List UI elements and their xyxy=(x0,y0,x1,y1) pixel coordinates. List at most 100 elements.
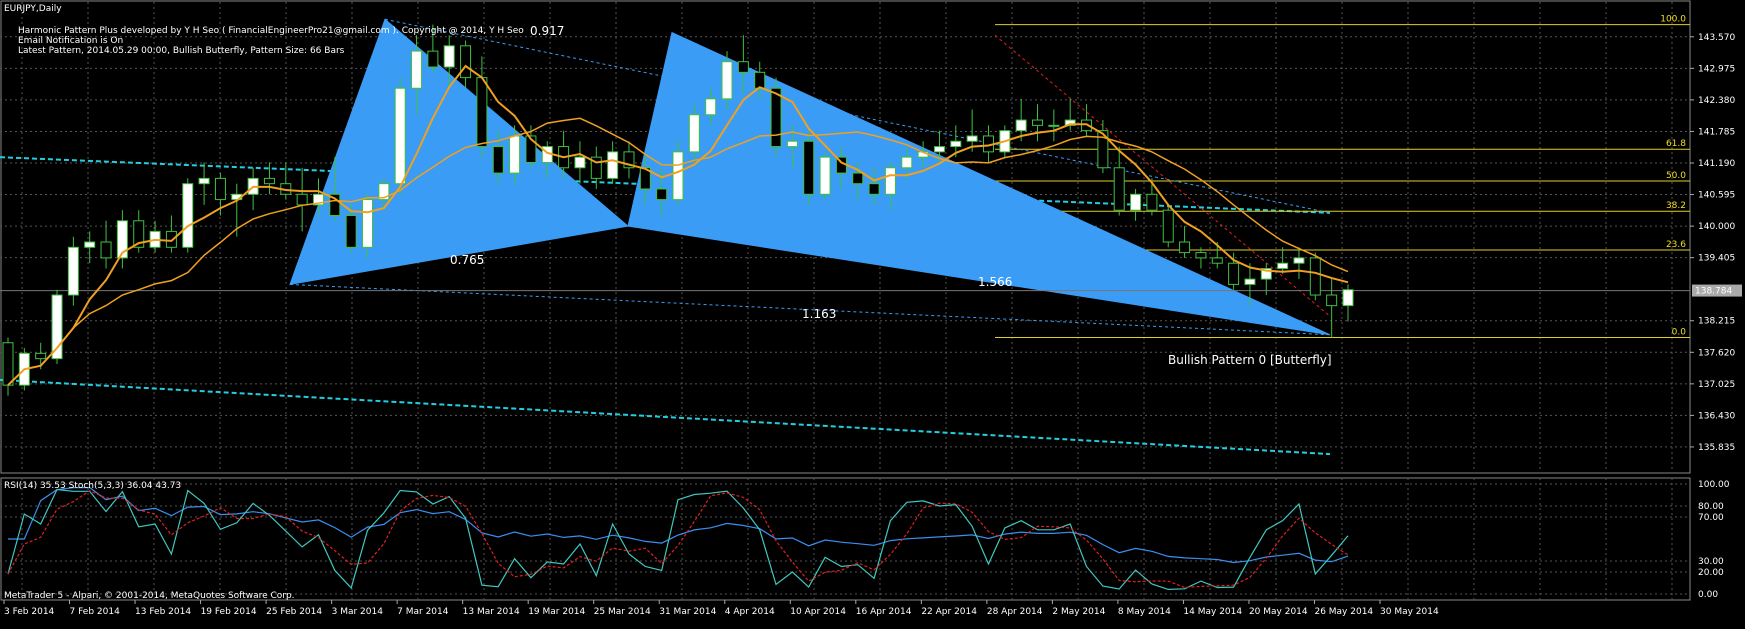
price-axis-label: 141.785 xyxy=(1698,127,1735,137)
candle-body xyxy=(133,220,145,248)
fib-level-label: 38.2 xyxy=(1666,201,1686,211)
stoch-main-line xyxy=(7,488,1349,591)
fib-level-label: 100.0 xyxy=(1660,15,1686,25)
candle-body xyxy=(263,177,275,185)
candle-body xyxy=(525,135,537,163)
candle-body xyxy=(362,199,374,248)
candle-body xyxy=(427,50,439,68)
candle-body xyxy=(51,294,63,360)
indicator-axis-label: 70.00 xyxy=(1698,513,1724,523)
fib-level-label: 23.6 xyxy=(1666,240,1686,250)
date-axis-label: 31 Mar 2014 xyxy=(659,607,716,617)
candle-body xyxy=(672,151,684,201)
candle-body xyxy=(1179,241,1191,254)
trend-line-red xyxy=(994,34,1331,317)
indicator-label: RSI(14) 35.53 Stoch(5,3,3) 36.04 43.73 xyxy=(4,481,181,491)
price-axis-label: 141.190 xyxy=(1698,159,1735,169)
date-axis-label: 3 Mar 2014 xyxy=(332,607,384,617)
price-axis-label: 143.570 xyxy=(1698,33,1735,43)
price-axis-label: 142.975 xyxy=(1698,64,1735,74)
candle-body xyxy=(1015,119,1027,132)
date-axis-label: 16 Apr 2014 xyxy=(856,607,912,617)
date-axis-label: 25 Mar 2014 xyxy=(594,607,651,617)
candle-body xyxy=(574,156,586,169)
candle-body xyxy=(1048,124,1060,127)
candle-body xyxy=(607,151,619,179)
candle-body xyxy=(214,177,226,201)
candle-body xyxy=(394,87,406,185)
candle-body xyxy=(312,193,324,206)
candle-body xyxy=(198,177,210,185)
candle-body xyxy=(476,77,488,148)
candle-body xyxy=(84,241,96,248)
candle-body xyxy=(1260,268,1272,280)
moving-average-slow xyxy=(7,117,1349,386)
info-line-1: Email Notification is On xyxy=(18,36,123,46)
date-axis-label: 2 May 2014 xyxy=(1052,607,1105,617)
indicator-axis-label: 100.00 xyxy=(1698,480,1730,490)
candle-body xyxy=(296,193,308,206)
symbol-title: EURJPY,Daily xyxy=(4,4,62,14)
rsi-line xyxy=(8,486,1349,564)
date-axis-label: 30 May 2014 xyxy=(1380,607,1439,617)
date-axis-label: 26 May 2014 xyxy=(1314,607,1373,617)
candle-body xyxy=(1326,294,1338,307)
candle-body xyxy=(1211,257,1223,264)
date-axis-label: 14 May 2014 xyxy=(1183,607,1242,617)
candle-body xyxy=(1195,252,1207,259)
candle-body xyxy=(933,146,945,153)
ratio-label-bd: 1.566 xyxy=(978,275,1012,289)
ratio-label-xb: 0.765 xyxy=(450,253,484,267)
price-axis-label: 142.380 xyxy=(1698,96,1735,106)
candle-body xyxy=(966,135,978,142)
info-line-2: Latest Pattern, 2014.05.29 00:00, Bullis… xyxy=(18,46,345,56)
candle-body xyxy=(786,140,798,148)
date-axis-label: 19 Mar 2014 xyxy=(528,607,585,617)
candle-body xyxy=(345,214,357,248)
indicator-axis-label: 20.00 xyxy=(1698,568,1724,578)
candle-body xyxy=(1130,193,1142,211)
candle-body xyxy=(721,61,733,100)
ratio-label-xd: 1.163 xyxy=(802,307,836,321)
candle-body xyxy=(411,50,423,89)
price-axis-label: 136.430 xyxy=(1698,411,1735,421)
candle-body xyxy=(443,45,455,68)
candle-body xyxy=(950,140,962,148)
candle-body xyxy=(492,146,504,174)
candle-body xyxy=(509,135,521,174)
main-panel-frame xyxy=(0,0,1691,474)
candle-body xyxy=(1244,278,1256,285)
date-axis-label: 7 Feb 2014 xyxy=(70,607,121,617)
price-axis-label: 140.000 xyxy=(1698,222,1735,232)
candle-body xyxy=(1097,130,1109,169)
candle-body xyxy=(329,193,341,216)
candle-body xyxy=(868,183,880,195)
candle-body xyxy=(67,246,79,296)
copyright-label: MetaTrader 5 - Alpari, © 2001-2014, Meta… xyxy=(4,591,295,601)
price-axis-label: 137.025 xyxy=(1698,380,1735,390)
candle-body xyxy=(1228,262,1240,285)
candle-body xyxy=(35,352,47,360)
candle-body xyxy=(1342,289,1354,307)
fib-level-label: 0.0 xyxy=(1672,327,1687,337)
price-axis-label: 135.835 xyxy=(1698,443,1735,453)
candle-body xyxy=(884,167,896,195)
indicator-axis-label: 30.00 xyxy=(1698,557,1724,567)
date-axis-label: 10 Apr 2014 xyxy=(790,607,846,617)
price-axis-label: 137.620 xyxy=(1698,348,1735,358)
candle-body xyxy=(2,342,14,386)
date-axis-label: 19 Feb 2014 xyxy=(201,607,257,617)
date-axis-label: 3 Feb 2014 xyxy=(4,607,55,617)
price-axis-label: 140.595 xyxy=(1698,191,1735,201)
pattern-name-label: Bullish Pattern 0 [Butterfly] xyxy=(1168,353,1332,367)
moving-average-fast xyxy=(7,64,1349,386)
date-axis-label: 28 Apr 2014 xyxy=(987,607,1043,617)
candle-body xyxy=(623,151,635,169)
indicator-panel-frame xyxy=(0,477,1691,601)
date-axis-label: 22 Apr 2014 xyxy=(921,607,977,617)
date-axis-label: 4 Apr 2014 xyxy=(725,607,775,617)
candle-body xyxy=(819,156,831,195)
price-axis-label: 139.405 xyxy=(1698,254,1735,264)
